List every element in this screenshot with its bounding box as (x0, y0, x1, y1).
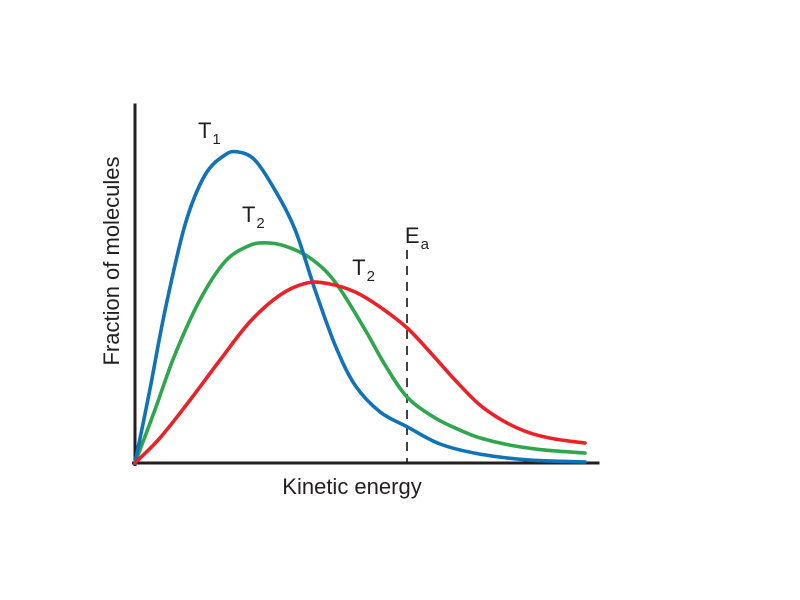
axes (132, 103, 600, 466)
x-axis-label: Kinetic energy (282, 474, 421, 499)
label-T1-blue: T1 (198, 118, 221, 148)
y-axis-label: Fraction of molecules (99, 156, 124, 365)
activation-energy-label-subscript: a (421, 236, 430, 253)
curves-layer (133, 149, 587, 465)
curve-T2-green (133, 240, 587, 465)
label-T2-green: T2 (242, 202, 265, 232)
label-T2-green-text: T (242, 202, 255, 227)
curve-T1-blue (133, 149, 587, 465)
activation-energy-label-text: E (405, 223, 420, 248)
label-T1-blue-subscript: 1 (212, 131, 220, 148)
label-T1-blue-text: T (198, 118, 211, 143)
label-T2-red-subscript: 2 (367, 268, 375, 285)
label-T2-red-text: T (352, 255, 365, 280)
label-T2-green-subscript: 2 (256, 215, 264, 232)
curve-T2-red (133, 280, 587, 465)
label-T2-red: T2 (352, 255, 375, 285)
activation-energy-label: Ea (405, 223, 430, 253)
